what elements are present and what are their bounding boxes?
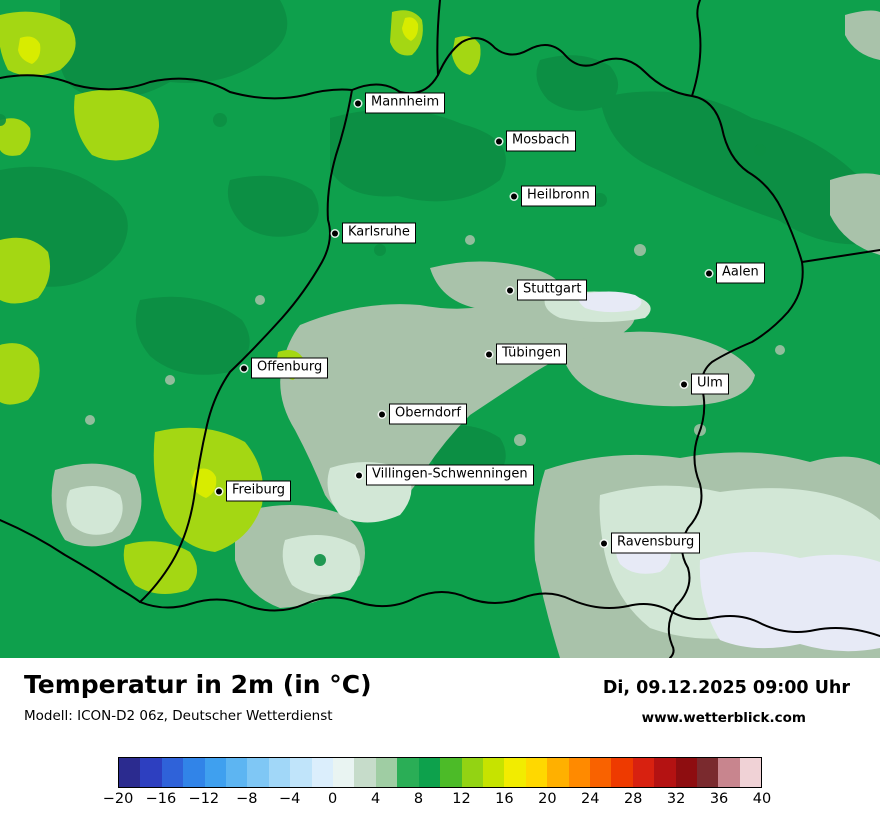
colorbar-tick-24: 24 xyxy=(581,791,600,807)
map-speckle-layer xyxy=(85,235,785,446)
colorbar-segment--12-to--10 xyxy=(204,758,227,787)
colorbar-segment-34-to-36 xyxy=(696,758,719,787)
colorbar-segment-26-to-28 xyxy=(611,758,633,787)
colorbar-segment-38-to-40 xyxy=(739,758,762,787)
colorbar-segment-24-to-26 xyxy=(589,758,612,787)
model-info: Modell: ICON-D2 06z, Deutscher Wetterdie… xyxy=(24,708,333,724)
forecast-datetime: Di, 09.12.2025 09:00 Uhr xyxy=(602,678,850,698)
colorbar-segment-36-to-38 xyxy=(718,758,740,787)
colorbar-tick-36: 36 xyxy=(709,791,729,807)
temperature-map: Mannheim Mosbach Heilbronn Karlsruhe Stuttga… xyxy=(0,0,880,658)
colorbar-tick-0: 0 xyxy=(328,791,338,807)
colorbar-tick-28: 28 xyxy=(623,791,643,807)
colorbar-segment-2-to-4 xyxy=(354,758,376,787)
map-footer: Temperatur in 2m (in °C) Modell: ICON-D2… xyxy=(0,658,880,830)
colorbar-segment--16-to--14 xyxy=(161,758,184,787)
colorbar-segment--4-to--2 xyxy=(290,758,312,787)
colorbar-tick--8: −8 xyxy=(236,791,258,807)
colorbar-segment-18-to-20 xyxy=(525,758,548,787)
colorbar-segment--14-to--12 xyxy=(183,758,205,787)
colorbar-tick-32: 32 xyxy=(666,791,686,807)
colorbar-segment--10-to--8 xyxy=(226,758,248,787)
colorbar-segment-8-to-10 xyxy=(418,758,441,787)
colorbar-segment-4-to-6 xyxy=(375,758,398,787)
map-speckle-layer-dark xyxy=(0,113,766,566)
colorbar-tick-8: 8 xyxy=(413,791,424,807)
colorbar-segment-16-to-18 xyxy=(504,758,526,787)
colorbar-segment-22-to-24 xyxy=(568,758,590,787)
colorbar-segment-6-to-8 xyxy=(397,758,419,787)
colorbar-segment--18-to--16 xyxy=(140,758,162,787)
colorbar-tick-40: 40 xyxy=(752,791,772,807)
colorbar-segment-32-to-34 xyxy=(675,758,697,787)
colorbar-segment-14-to-16 xyxy=(482,758,505,787)
colorbar-tick--16: −16 xyxy=(145,791,177,807)
colorbar-tick--4: −4 xyxy=(279,791,301,807)
colorbar-tick-20: 20 xyxy=(538,791,557,807)
map-border-layer xyxy=(0,0,880,658)
colorbar-segment-0-to-2 xyxy=(333,758,355,787)
map-dark-green-layer xyxy=(0,0,880,483)
colorbar-segment-12-to-14 xyxy=(461,758,483,787)
website-url: www.wetterblick.com xyxy=(641,710,806,726)
colorbar-segment--8-to--6 xyxy=(247,758,269,787)
colorbar-segment-30-to-32 xyxy=(654,758,676,787)
colorbar-tick--20: −20 xyxy=(102,791,134,807)
map-title: Temperatur in 2m (in °C) xyxy=(24,670,372,699)
colorbar-segment--20-to--18 xyxy=(119,758,141,787)
colorbar xyxy=(118,757,762,788)
colorbar-segment-28-to-30 xyxy=(632,758,655,787)
colorbar-ticks: −20 −16 −12 −8 −4 0 4 8 12 16 20 24 28 32 36 40 xyxy=(103,791,772,813)
colorbar-segment-10-to-12 xyxy=(440,758,462,787)
colorbar-tick-4: 4 xyxy=(370,791,381,807)
colorbar-tick-16: 16 xyxy=(495,791,514,807)
colorbar-segment-20-to-22 xyxy=(547,758,569,787)
colorbar-tick-12: 12 xyxy=(452,791,471,807)
colorbar-segment--2-to-0 xyxy=(311,758,334,787)
colorbar-tick--12: −12 xyxy=(188,791,220,807)
temperature-map-svg xyxy=(0,0,880,658)
colorbar-segment--6-to--4 xyxy=(268,758,291,787)
